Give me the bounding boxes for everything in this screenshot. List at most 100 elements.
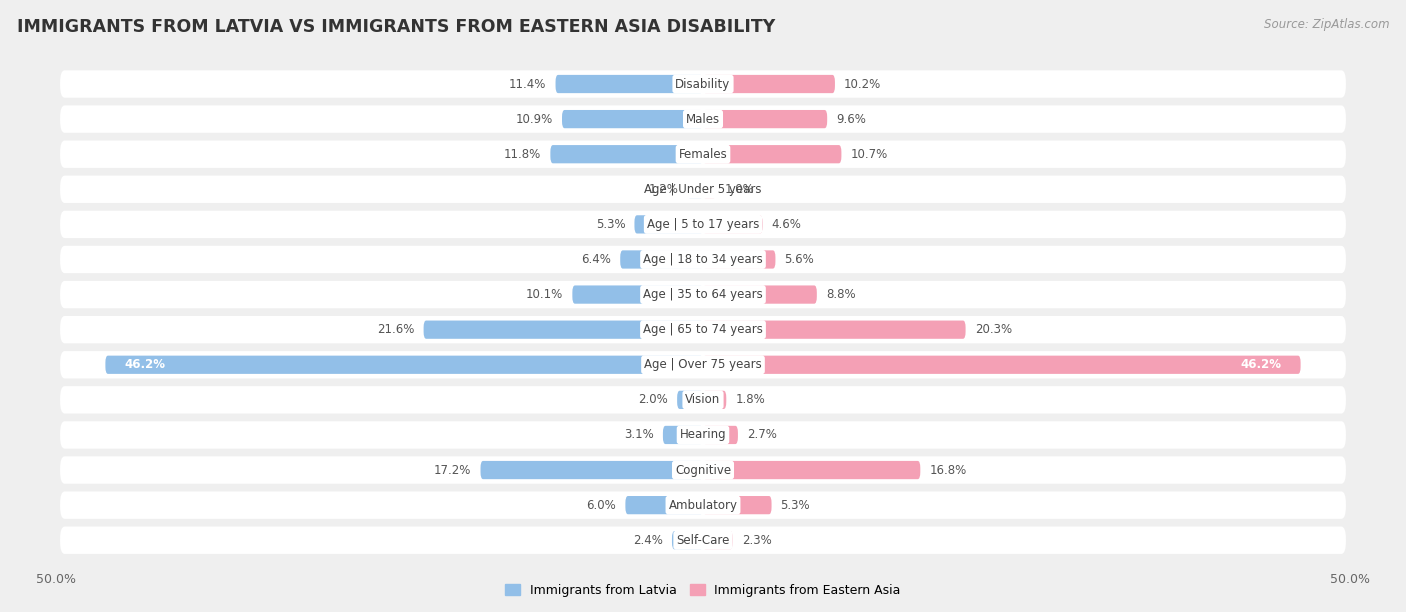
FancyBboxPatch shape: [60, 316, 1346, 343]
FancyBboxPatch shape: [702, 113, 704, 125]
FancyBboxPatch shape: [702, 464, 704, 476]
FancyBboxPatch shape: [60, 457, 1346, 483]
Text: 1.8%: 1.8%: [735, 394, 765, 406]
FancyBboxPatch shape: [60, 351, 1346, 378]
FancyBboxPatch shape: [702, 429, 704, 441]
Text: 46.2%: 46.2%: [125, 358, 166, 371]
Text: 8.8%: 8.8%: [825, 288, 855, 301]
FancyBboxPatch shape: [60, 246, 1346, 273]
FancyBboxPatch shape: [60, 176, 1346, 203]
FancyBboxPatch shape: [702, 499, 704, 511]
Text: 10.1%: 10.1%: [526, 288, 564, 301]
FancyBboxPatch shape: [688, 180, 703, 198]
FancyBboxPatch shape: [626, 496, 703, 514]
Text: 2.0%: 2.0%: [638, 394, 668, 406]
FancyBboxPatch shape: [481, 461, 703, 479]
Text: 5.3%: 5.3%: [596, 218, 626, 231]
Text: 16.8%: 16.8%: [929, 463, 966, 477]
FancyBboxPatch shape: [672, 531, 703, 550]
Text: 11.8%: 11.8%: [505, 147, 541, 161]
Text: 10.2%: 10.2%: [844, 78, 882, 91]
Text: 5.3%: 5.3%: [780, 499, 810, 512]
Text: 2.4%: 2.4%: [633, 534, 662, 547]
FancyBboxPatch shape: [60, 105, 1346, 133]
FancyBboxPatch shape: [703, 321, 966, 339]
Text: Age | 18 to 34 years: Age | 18 to 34 years: [643, 253, 763, 266]
Text: Source: ZipAtlas.com: Source: ZipAtlas.com: [1264, 18, 1389, 31]
Text: 4.6%: 4.6%: [772, 218, 801, 231]
FancyBboxPatch shape: [703, 215, 762, 234]
Text: 10.7%: 10.7%: [851, 147, 887, 161]
Text: Vision: Vision: [685, 394, 721, 406]
FancyBboxPatch shape: [703, 180, 716, 198]
Legend: Immigrants from Latvia, Immigrants from Eastern Asia: Immigrants from Latvia, Immigrants from …: [501, 579, 905, 602]
FancyBboxPatch shape: [703, 75, 835, 93]
FancyBboxPatch shape: [702, 359, 704, 371]
FancyBboxPatch shape: [620, 250, 703, 269]
FancyBboxPatch shape: [702, 394, 704, 406]
FancyBboxPatch shape: [423, 321, 703, 339]
Text: Hearing: Hearing: [679, 428, 727, 441]
FancyBboxPatch shape: [703, 461, 921, 479]
Text: Ambulatory: Ambulatory: [668, 499, 738, 512]
FancyBboxPatch shape: [702, 218, 704, 231]
FancyBboxPatch shape: [678, 390, 703, 409]
Text: 1.0%: 1.0%: [725, 183, 755, 196]
FancyBboxPatch shape: [60, 141, 1346, 168]
Text: 9.6%: 9.6%: [837, 113, 866, 125]
Text: 5.6%: 5.6%: [785, 253, 814, 266]
FancyBboxPatch shape: [702, 288, 704, 300]
Text: Females: Females: [679, 147, 727, 161]
Text: IMMIGRANTS FROM LATVIA VS IMMIGRANTS FROM EASTERN ASIA DISABILITY: IMMIGRANTS FROM LATVIA VS IMMIGRANTS FRO…: [17, 18, 775, 36]
FancyBboxPatch shape: [662, 426, 703, 444]
Text: 1.2%: 1.2%: [648, 183, 679, 196]
FancyBboxPatch shape: [703, 531, 733, 550]
Text: 46.2%: 46.2%: [1240, 358, 1281, 371]
FancyBboxPatch shape: [60, 526, 1346, 554]
FancyBboxPatch shape: [550, 145, 703, 163]
Text: 6.4%: 6.4%: [581, 253, 612, 266]
FancyBboxPatch shape: [105, 356, 703, 374]
FancyBboxPatch shape: [703, 426, 738, 444]
Text: Males: Males: [686, 113, 720, 125]
Text: 10.9%: 10.9%: [516, 113, 553, 125]
Text: 3.1%: 3.1%: [624, 428, 654, 441]
FancyBboxPatch shape: [702, 148, 704, 160]
FancyBboxPatch shape: [703, 356, 1301, 374]
FancyBboxPatch shape: [634, 215, 703, 234]
Text: Age | 5 to 17 years: Age | 5 to 17 years: [647, 218, 759, 231]
FancyBboxPatch shape: [702, 324, 704, 336]
Text: Age | 65 to 74 years: Age | 65 to 74 years: [643, 323, 763, 336]
Text: 21.6%: 21.6%: [377, 323, 415, 336]
Text: Disability: Disability: [675, 78, 731, 91]
FancyBboxPatch shape: [703, 145, 841, 163]
FancyBboxPatch shape: [572, 285, 703, 304]
Text: Self-Care: Self-Care: [676, 534, 730, 547]
FancyBboxPatch shape: [702, 78, 704, 90]
FancyBboxPatch shape: [60, 386, 1346, 414]
FancyBboxPatch shape: [555, 75, 703, 93]
FancyBboxPatch shape: [702, 534, 704, 547]
FancyBboxPatch shape: [60, 491, 1346, 519]
FancyBboxPatch shape: [60, 70, 1346, 98]
FancyBboxPatch shape: [60, 281, 1346, 308]
FancyBboxPatch shape: [703, 110, 827, 129]
FancyBboxPatch shape: [703, 250, 776, 269]
Text: 2.7%: 2.7%: [747, 428, 778, 441]
Text: 20.3%: 20.3%: [974, 323, 1012, 336]
Text: 2.3%: 2.3%: [742, 534, 772, 547]
Text: Age | Over 75 years: Age | Over 75 years: [644, 358, 762, 371]
Text: Age | Under 5 years: Age | Under 5 years: [644, 183, 762, 196]
FancyBboxPatch shape: [60, 421, 1346, 449]
FancyBboxPatch shape: [562, 110, 703, 129]
Text: Age | 35 to 64 years: Age | 35 to 64 years: [643, 288, 763, 301]
FancyBboxPatch shape: [702, 183, 704, 195]
Text: 6.0%: 6.0%: [586, 499, 616, 512]
FancyBboxPatch shape: [702, 253, 704, 266]
FancyBboxPatch shape: [703, 496, 772, 514]
FancyBboxPatch shape: [60, 211, 1346, 238]
FancyBboxPatch shape: [703, 390, 727, 409]
FancyBboxPatch shape: [703, 285, 817, 304]
Text: 11.4%: 11.4%: [509, 78, 547, 91]
Text: 17.2%: 17.2%: [434, 463, 471, 477]
